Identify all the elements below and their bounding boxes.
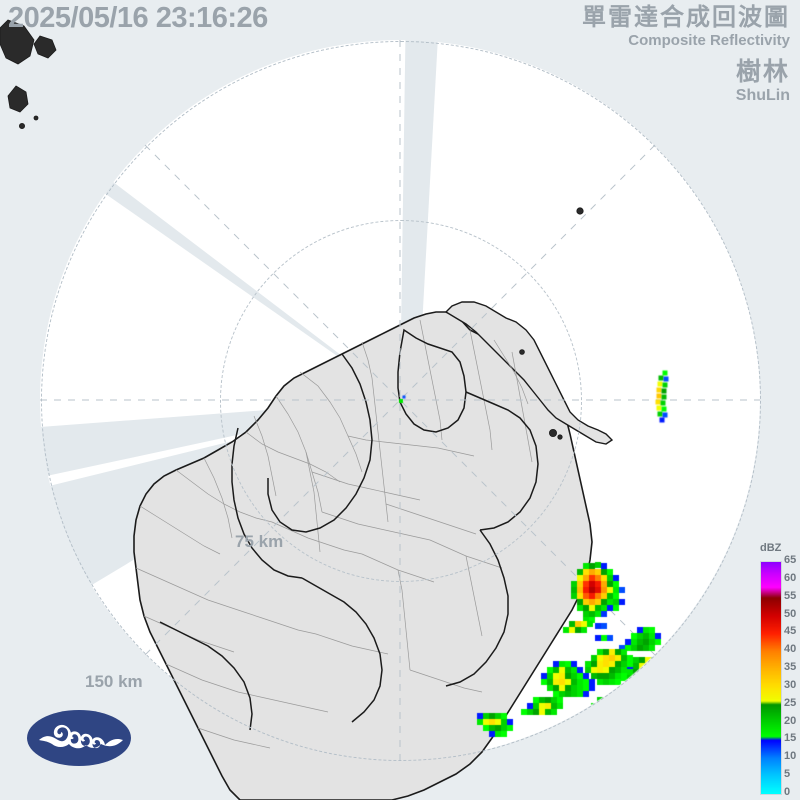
dbz-tick-65: 65 (784, 554, 797, 566)
product-title-zh: 單雷達合成回波圖 (582, 4, 790, 31)
dbz-tick-20: 20 (784, 714, 797, 727)
product-title-en: Composite Reflectivity (628, 32, 790, 49)
dbz-tick-55: 55 (784, 589, 797, 602)
dbz-tick-25: 25 (784, 696, 797, 709)
radar-site-en: ShuLin (735, 87, 790, 104)
dbz-tick-45: 45 (784, 625, 797, 638)
dbz-tick-30: 30 (784, 678, 797, 691)
radar-site-label: 樹林 ShuLin (736, 58, 790, 105)
range-ring-label-150: 150 km (85, 672, 143, 691)
dbz-tick-5: 5 (784, 768, 791, 781)
dbz-tick-15: 15 (784, 732, 797, 745)
dbz-tick-35: 35 (784, 661, 797, 674)
dbz-scale-bar (760, 561, 782, 795)
dbz-tick-50: 50 (784, 607, 797, 620)
dbz-tick-60: 60 (784, 571, 797, 584)
dbz-tick-10: 10 (784, 750, 797, 763)
dbz-color-scale: dBZ 65 60 55 50 45 40 35 30 25 20 15 10 5 0 (752, 540, 800, 800)
timestamp-label: 2025/05/16 23:16:26 (8, 2, 268, 34)
dbz-tick-0: 0 (784, 786, 791, 798)
product-title: 單雷達合成回波圖 Composite Reflectivity (582, 4, 790, 49)
radar-site-zh: 樹林 (735, 58, 790, 86)
range-ring-label-75: 75 km (235, 532, 284, 551)
cwa-logo (27, 710, 131, 766)
dbz-tick-40: 40 (784, 643, 797, 656)
dbz-scale-title: dBZ (760, 542, 782, 554)
